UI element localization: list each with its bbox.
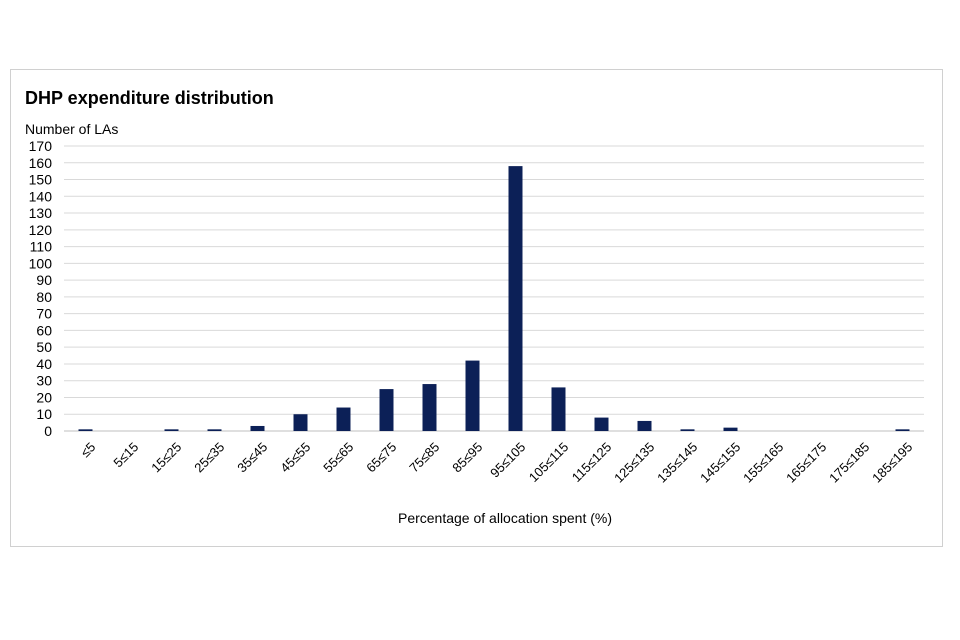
bar bbox=[465, 360, 480, 431]
y-tick-label: 40 bbox=[36, 356, 52, 372]
x-tick-label: 135≤145 bbox=[654, 439, 700, 485]
bar bbox=[422, 384, 437, 431]
bar bbox=[723, 427, 738, 431]
y-tick-label: 70 bbox=[36, 306, 52, 322]
y-tick-label: 0 bbox=[44, 423, 52, 439]
y-tick-label: 50 bbox=[36, 339, 52, 355]
y-tick-label: 110 bbox=[30, 239, 53, 255]
bar bbox=[895, 429, 910, 431]
x-tick-label: ≤5 bbox=[78, 439, 99, 460]
x-tick-label: 105≤115 bbox=[526, 439, 572, 485]
chart-frame bbox=[10, 69, 943, 547]
x-tick-label: 55≤65 bbox=[320, 439, 356, 475]
bar bbox=[594, 417, 609, 431]
x-tick-label: 145≤155 bbox=[697, 439, 743, 485]
y-tick-label: 150 bbox=[29, 172, 53, 188]
bar bbox=[379, 389, 394, 431]
y-tick-label: 60 bbox=[36, 322, 52, 338]
bar bbox=[207, 429, 222, 431]
x-tick-label: 185≤195 bbox=[869, 439, 915, 485]
x-tick-label: 25≤35 bbox=[191, 439, 227, 475]
x-tick-label: 75≤85 bbox=[406, 439, 442, 475]
bar bbox=[637, 420, 652, 431]
x-tick-label: 125≤135 bbox=[611, 439, 657, 485]
x-tick-label: 65≤75 bbox=[363, 439, 399, 475]
y-tick-label: 170 bbox=[29, 138, 53, 154]
bar bbox=[250, 425, 265, 431]
y-tick-label: 30 bbox=[36, 373, 52, 389]
y-tick-label: 160 bbox=[29, 155, 53, 171]
x-tick-label: 15≤25 bbox=[148, 439, 184, 475]
x-tick-label: 35≤45 bbox=[234, 439, 270, 475]
bar bbox=[293, 414, 308, 431]
x-tick-label: 45≤55 bbox=[277, 439, 313, 475]
x-tick-label: 175≤185 bbox=[826, 439, 872, 485]
x-tick-label: 115≤125 bbox=[569, 439, 615, 485]
x-tick-label: 85≤95 bbox=[449, 439, 485, 475]
y-tick-label: 10 bbox=[36, 406, 52, 422]
bar bbox=[680, 429, 695, 431]
bar bbox=[508, 166, 523, 431]
y-tick-label: 20 bbox=[36, 389, 52, 405]
y-tick-label: 100 bbox=[29, 255, 53, 271]
y-tick-label: 80 bbox=[36, 289, 52, 305]
bar bbox=[164, 429, 179, 431]
y-axis-label: Number of LAs bbox=[25, 121, 119, 137]
x-tick-label: 95≤105 bbox=[487, 439, 528, 480]
y-tick-label: 90 bbox=[36, 272, 52, 288]
chart-title: DHP expenditure distribution bbox=[25, 88, 274, 108]
x-tick-label: 155≤165 bbox=[740, 439, 786, 485]
x-axis-label: Percentage of allocation spent (%) bbox=[397, 510, 612, 526]
bar bbox=[78, 429, 93, 431]
bar bbox=[336, 407, 351, 431]
y-tick-label: 120 bbox=[29, 222, 53, 238]
bar bbox=[551, 387, 566, 431]
y-tick-label: 130 bbox=[29, 205, 53, 221]
x-tick-label: 5≤15 bbox=[110, 439, 141, 470]
x-tick-label: 165≤175 bbox=[783, 439, 829, 485]
y-tick-label: 140 bbox=[29, 188, 53, 204]
